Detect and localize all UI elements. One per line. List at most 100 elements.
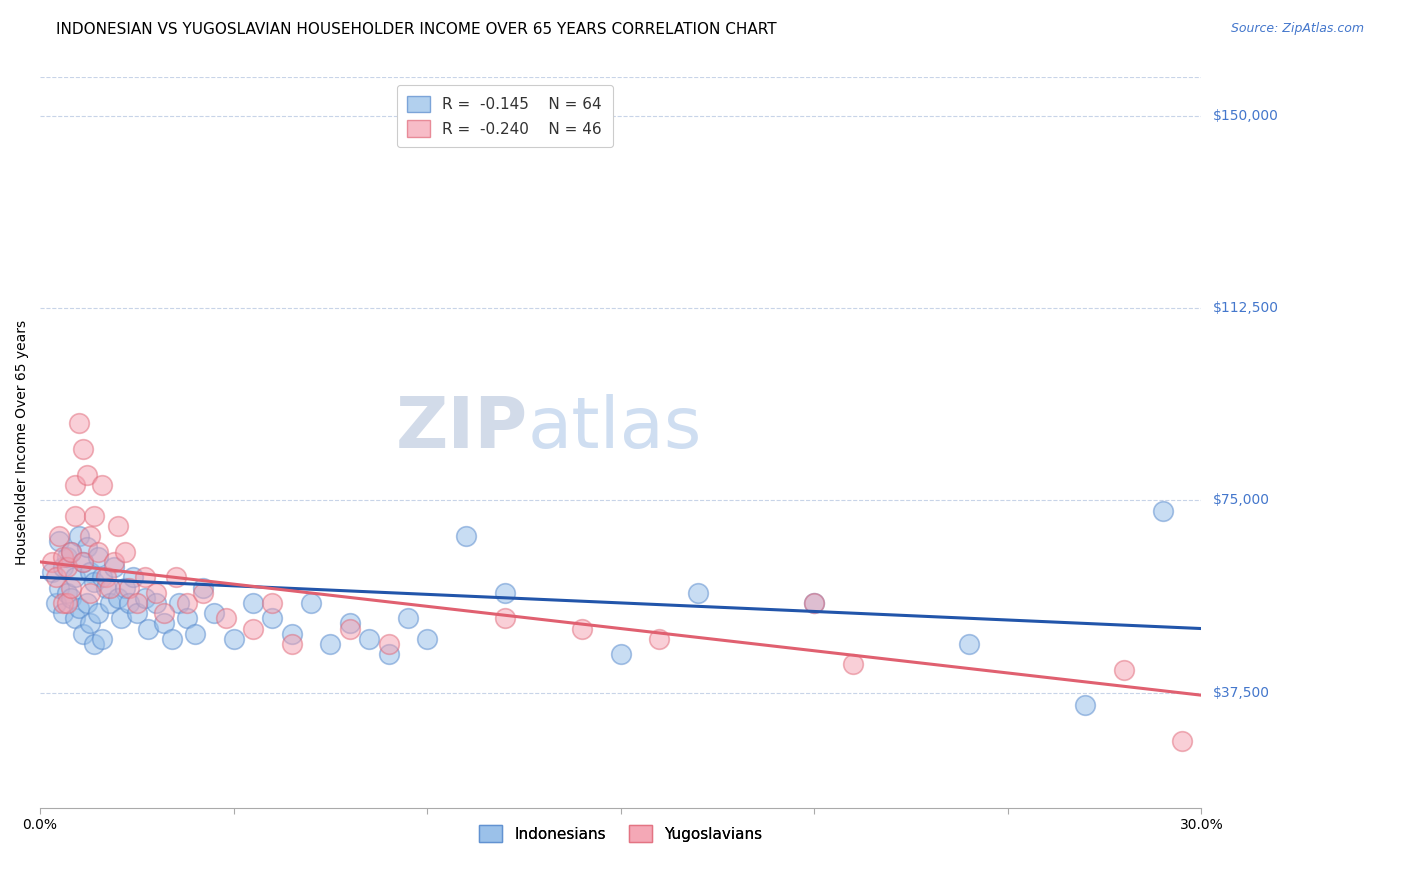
Point	[48, 534, 70, 549]
Point	[191, 585, 214, 599]
Point	[125, 606, 148, 620]
Point	[118, 581, 141, 595]
Point	[610, 647, 633, 661]
Point	[48, 529, 70, 543]
Point	[118, 596, 141, 610]
Point	[72, 555, 94, 569]
Point	[202, 606, 225, 620]
Point	[76, 596, 98, 610]
Text: $75,000: $75,000	[1212, 493, 1270, 508]
Point	[60, 591, 83, 605]
Point	[52, 560, 75, 574]
Point	[56, 585, 79, 599]
Point	[72, 442, 94, 456]
Point	[571, 622, 593, 636]
Point	[79, 616, 101, 631]
Point	[67, 601, 90, 615]
Point	[98, 596, 121, 610]
Point	[153, 616, 176, 631]
Point	[52, 549, 75, 564]
Point	[494, 611, 516, 625]
Point	[107, 519, 129, 533]
Point	[52, 596, 75, 610]
Point	[138, 622, 160, 636]
Point	[94, 581, 117, 595]
Point	[87, 549, 110, 564]
Point	[299, 596, 322, 610]
Legend: Indonesians, Yugoslavians: Indonesians, Yugoslavians	[474, 819, 768, 847]
Point	[169, 596, 191, 610]
Point	[222, 632, 245, 646]
Point	[359, 632, 381, 646]
Point	[494, 585, 516, 599]
Point	[103, 560, 125, 574]
Point	[396, 611, 419, 625]
Point	[67, 529, 90, 543]
Point	[842, 657, 865, 672]
Point	[122, 570, 145, 584]
Point	[176, 596, 198, 610]
Point	[416, 632, 439, 646]
Point	[262, 596, 284, 610]
Point	[262, 611, 284, 625]
Point	[280, 626, 302, 640]
Point	[215, 611, 238, 625]
Point	[160, 632, 183, 646]
Point	[339, 622, 361, 636]
Point	[63, 508, 86, 523]
Point	[79, 565, 101, 579]
Point	[377, 637, 399, 651]
Point	[134, 591, 156, 605]
Point	[339, 616, 361, 631]
Point	[191, 581, 214, 595]
Point	[454, 529, 477, 543]
Point	[56, 560, 79, 574]
Point	[377, 647, 399, 661]
Point	[94, 570, 117, 584]
Point	[803, 596, 825, 610]
Point	[688, 585, 710, 599]
Point	[1171, 734, 1194, 748]
Point	[87, 544, 110, 558]
Point	[319, 637, 342, 651]
Point	[79, 585, 101, 599]
Point	[83, 508, 105, 523]
Point	[60, 581, 83, 595]
Point	[165, 570, 187, 584]
Point	[648, 632, 671, 646]
Point	[91, 478, 114, 492]
Point	[145, 585, 167, 599]
Point	[153, 606, 176, 620]
Point	[63, 570, 86, 584]
Text: $150,000: $150,000	[1212, 109, 1278, 123]
Point	[145, 596, 167, 610]
Point	[52, 606, 75, 620]
Point	[45, 596, 67, 610]
Point	[1152, 503, 1174, 517]
Point	[242, 622, 264, 636]
Point	[72, 555, 94, 569]
Point	[56, 549, 79, 564]
Point	[63, 478, 86, 492]
Point	[63, 611, 86, 625]
Point	[72, 626, 94, 640]
Point	[41, 565, 63, 579]
Point	[98, 581, 121, 595]
Point	[184, 626, 207, 640]
Text: INDONESIAN VS YUGOSLAVIAN HOUSEHOLDER INCOME OVER 65 YEARS CORRELATION CHART: INDONESIAN VS YUGOSLAVIAN HOUSEHOLDER IN…	[56, 22, 778, 37]
Point	[134, 570, 156, 584]
Point	[957, 637, 980, 651]
Point	[125, 596, 148, 610]
Text: ZIP: ZIP	[395, 393, 527, 463]
Point	[114, 581, 136, 595]
Point	[48, 581, 70, 595]
Point	[41, 555, 63, 569]
Text: $112,500: $112,500	[1212, 301, 1278, 315]
Point	[56, 596, 79, 610]
Text: Source: ZipAtlas.com: Source: ZipAtlas.com	[1230, 22, 1364, 36]
Point	[176, 611, 198, 625]
Point	[280, 637, 302, 651]
Point	[67, 417, 90, 431]
Point	[103, 555, 125, 569]
Text: $37,500: $37,500	[1212, 686, 1270, 699]
